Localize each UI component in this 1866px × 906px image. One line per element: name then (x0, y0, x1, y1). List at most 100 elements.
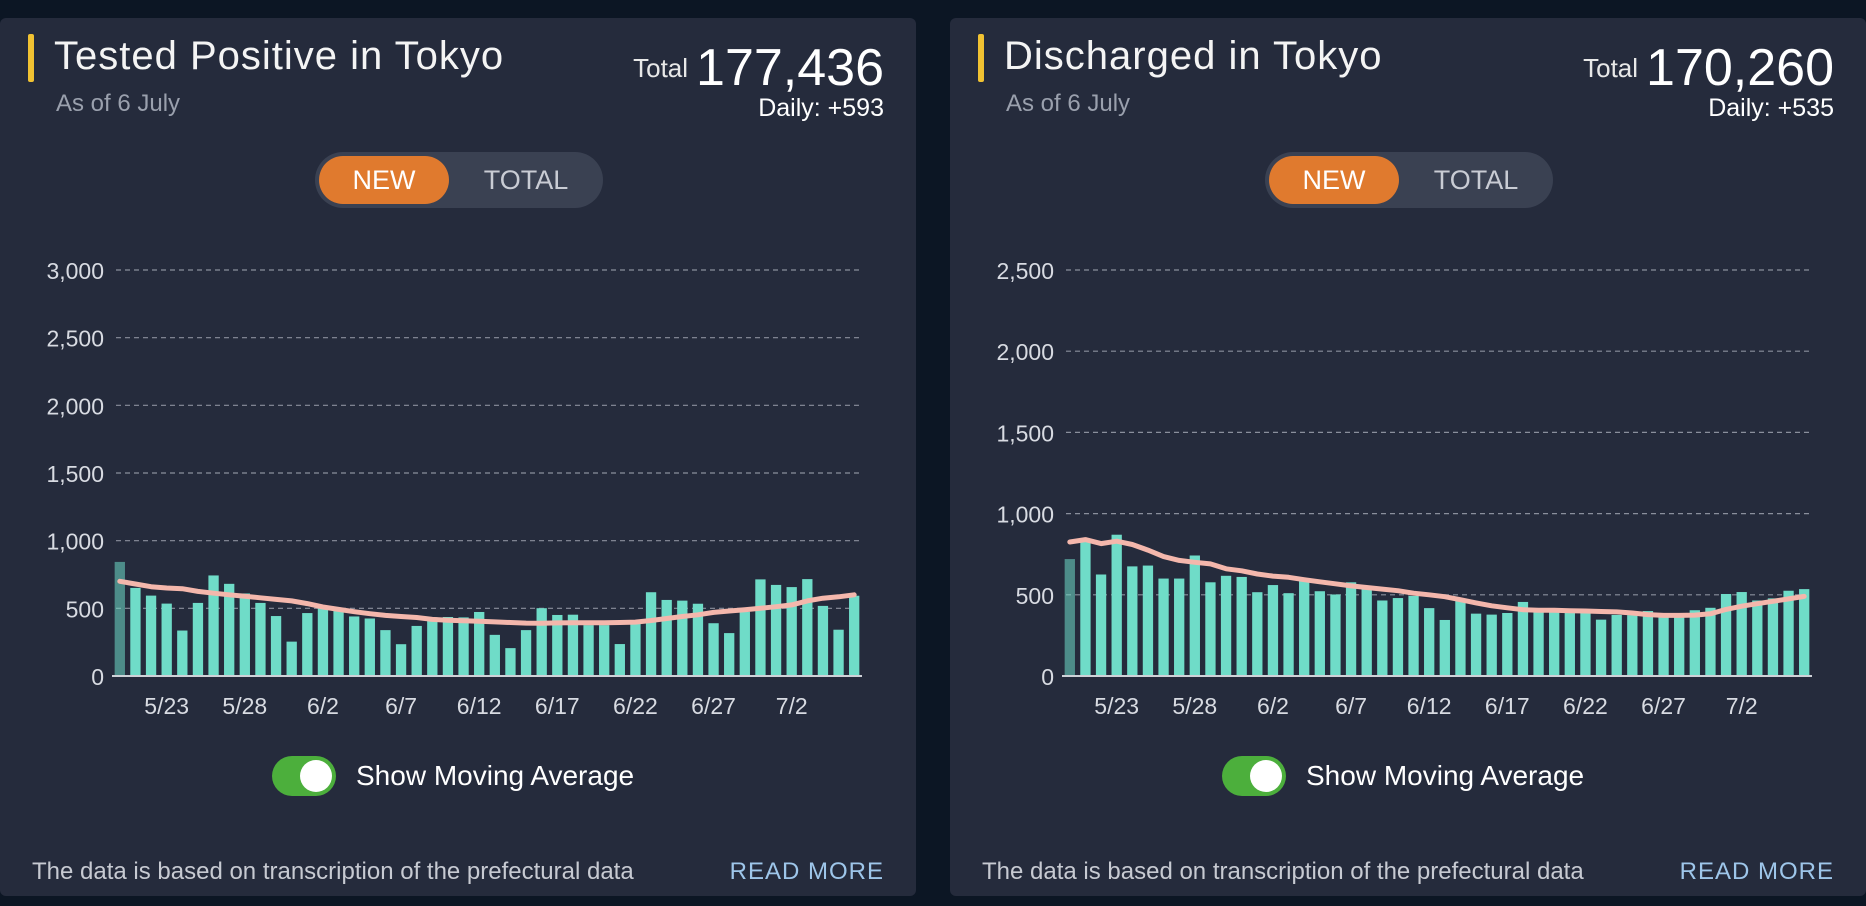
bar (1189, 555, 1200, 676)
bar (1658, 615, 1669, 676)
switch-knob (300, 760, 332, 792)
x-tick-label: 6/17 (535, 693, 580, 719)
bar (1799, 589, 1810, 676)
moving-average-label: Show Moving Average (1306, 760, 1585, 791)
x-tick-label: 7/2 (776, 693, 808, 719)
bar (208, 575, 219, 676)
bar (1580, 610, 1591, 676)
moving-average-label: Show Moving Average (356, 760, 635, 791)
bar (474, 611, 485, 676)
bar (833, 629, 844, 676)
y-tick-label: 0 (91, 664, 104, 690)
bar (1611, 614, 1622, 676)
bar (1674, 614, 1685, 676)
bar (1127, 566, 1138, 676)
read-more-link[interactable]: READ MORE (729, 858, 884, 885)
y-tick-label: 1,000 (46, 529, 104, 555)
card-title: Tested Positive in Tokyo (54, 34, 505, 78)
bar (1455, 600, 1466, 676)
bar (239, 593, 250, 676)
bar (1502, 612, 1513, 676)
bar (349, 616, 360, 676)
bar (255, 602, 266, 676)
x-tick-label: 6/22 (1563, 693, 1608, 719)
y-tick-label: 3,000 (46, 258, 104, 284)
bar (692, 603, 704, 676)
bar (177, 630, 188, 676)
bar (1752, 600, 1763, 676)
total-value: 170,260 (1646, 39, 1834, 97)
bar (1408, 595, 1419, 676)
bar (1111, 534, 1122, 676)
bar (1095, 574, 1107, 676)
as-of-date: As of 6 July (1006, 90, 1131, 117)
bar (817, 605, 829, 676)
x-tick-label: 5/23 (144, 693, 189, 719)
total-summary: Total 170,260 (1583, 38, 1834, 98)
y-tick-label: 1,500 (46, 461, 104, 487)
bar (1595, 619, 1607, 676)
bar (583, 625, 594, 676)
toggle-new-button[interactable]: NEW (319, 156, 449, 204)
bar (1486, 614, 1497, 676)
moving-average-switch[interactable] (272, 756, 336, 796)
bar (380, 630, 391, 676)
bar (552, 614, 563, 676)
bar (755, 579, 766, 676)
bar (739, 611, 750, 676)
x-tick-label: 7/2 (1726, 693, 1758, 719)
bar (1720, 593, 1732, 676)
bar (411, 625, 422, 676)
bar (1174, 578, 1185, 676)
moving-average-switch[interactable] (1222, 756, 1286, 796)
total-summary: Total 177,436 (633, 38, 884, 98)
bar (1392, 598, 1404, 676)
new-total-toggle: NEW TOTAL (1265, 152, 1553, 208)
y-tick-label: 1,500 (996, 420, 1054, 446)
bar (1377, 600, 1388, 676)
toggle-new-button[interactable]: NEW (1269, 156, 1399, 204)
bar (1736, 592, 1747, 676)
bar (192, 602, 204, 676)
read-more-link[interactable]: READ MORE (1679, 858, 1834, 885)
bar (802, 579, 813, 676)
bar (1064, 559, 1075, 676)
bar (427, 617, 438, 676)
tested-positive-card: Tested Positive in Tokyo As of 6 July To… (0, 18, 916, 896)
bar (770, 584, 782, 676)
bar (1533, 609, 1544, 676)
bar (645, 592, 657, 676)
x-tick-label: 5/28 (1172, 693, 1217, 719)
bar (1345, 582, 1357, 676)
moving-average-control: Show Moving Average (272, 756, 634, 796)
bar (1236, 576, 1247, 676)
moving-average-control: Show Moving Average (1222, 756, 1584, 796)
x-tick-label: 6/27 (1641, 693, 1686, 719)
bar (270, 616, 282, 676)
bar (442, 616, 454, 676)
toggle-total-button[interactable]: TOTAL (1433, 165, 1519, 195)
bar (599, 625, 610, 676)
switch-knob (1250, 760, 1282, 792)
bar (536, 608, 547, 676)
bar (458, 617, 469, 676)
new-total-toggle: NEW TOTAL (315, 152, 603, 208)
tested-positive-chart: 0 500 1,000 1,500 2,000 2,500 3,000 5/23 5/28 6/2… (46, 258, 862, 719)
bar (677, 600, 688, 676)
bar (224, 583, 235, 676)
x-tick-label: 6/27 (691, 693, 736, 719)
x-tick-label: 6/12 (457, 693, 502, 719)
title-accent-bar (28, 34, 34, 82)
y-tick-label: 2,000 (996, 339, 1054, 365)
bar (708, 623, 719, 676)
bar (1220, 575, 1232, 676)
x-tick-label: 6/2 (307, 693, 339, 719)
data-footnote: The data is based on transcription of th… (32, 858, 634, 885)
bar (614, 644, 625, 676)
bar (630, 623, 641, 676)
y-tick-label: 500 (66, 596, 104, 622)
toggle-total-button[interactable]: TOTAL (483, 165, 569, 195)
y-tick-label: 2,500 (46, 326, 104, 352)
bar (1470, 613, 1482, 676)
bar (1158, 578, 1169, 676)
